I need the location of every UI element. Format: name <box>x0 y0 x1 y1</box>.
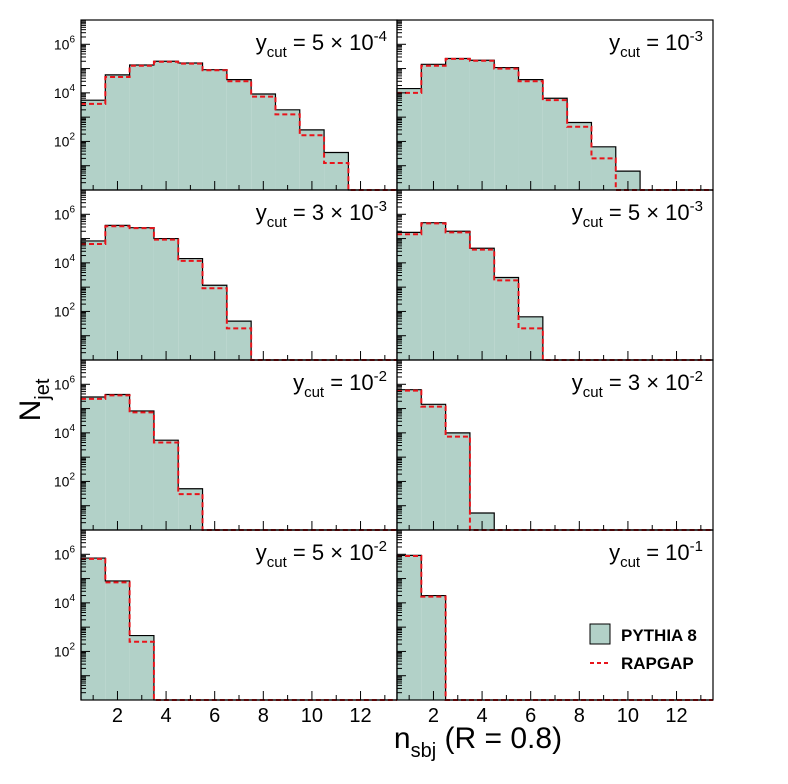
pythia-bar <box>615 171 641 190</box>
panel-2: ycut = 10-3 <box>396 19 714 191</box>
y-tick-label: 106 <box>54 544 76 562</box>
panel-7: 102 104 106 ycut = 5 × 10-2 2 4 6 8 10 12 <box>54 529 398 727</box>
panel-4: ycut = 5 × 10-3 <box>396 189 714 361</box>
x-tick-label: 4 <box>477 705 488 727</box>
panel-label: ycut = 3 × 10-2 <box>572 368 703 401</box>
panel-label: ycut = 10-3 <box>609 28 703 61</box>
y-tick-label: 106 <box>54 34 76 52</box>
pythia-bar <box>178 258 203 360</box>
legend: PYTHIA 8 RAPGAP <box>589 623 697 673</box>
x-tick-label: 8 <box>574 705 585 727</box>
pythia-bar <box>324 152 349 190</box>
x-tick-label: 2 <box>428 705 439 727</box>
pythia-bar <box>202 285 227 360</box>
pythia-bar <box>105 394 130 530</box>
pythia-bar <box>591 146 616 190</box>
pythia-bar <box>445 432 470 530</box>
pythia-bar <box>421 404 446 530</box>
y-tick-label: 102 <box>54 471 76 489</box>
pythia-bar <box>567 122 592 190</box>
y-axis-title: Njet <box>14 378 54 421</box>
pythia-bar <box>178 488 203 530</box>
x-tick-label: 12 <box>349 705 371 727</box>
y-tick-label: 106 <box>54 204 76 222</box>
pythia-bar <box>129 65 154 190</box>
pythia-bar <box>105 225 130 360</box>
rapgap-series-line <box>81 60 397 191</box>
pythia-bar <box>81 240 106 360</box>
rapgap-series-line <box>81 394 397 531</box>
pythia-bar <box>105 580 130 700</box>
pythia-bar <box>226 321 252 360</box>
legend-swatch-pythia <box>589 623 611 645</box>
pythia-bar <box>397 232 422 360</box>
pythia-bar <box>129 227 154 360</box>
pythia-bar <box>153 238 179 360</box>
pythia-bar <box>251 93 276 190</box>
pythia-bar <box>275 109 300 190</box>
panel-label: ycut = 3 × 10-3 <box>256 198 387 231</box>
panel-1: 102 104 106 ycut = 5 × 10-4 <box>54 19 398 191</box>
panel-8: ycut = 10-1 2 4 6 8 10 12 <box>396 529 714 727</box>
panel-6: ycut = 3 × 10-2 <box>396 359 714 531</box>
y-tick-label: 102 <box>54 641 76 659</box>
y-tick-label: 104 <box>54 253 76 271</box>
pythia-bar <box>153 440 179 530</box>
x-tick-label: 10 <box>301 705 323 727</box>
panel-label: ycut = 5 × 10-3 <box>572 198 703 231</box>
panel-label: ycut = 5 × 10-4 <box>256 28 387 61</box>
y-tick-label: 104 <box>54 593 76 611</box>
pythia-bar <box>81 396 106 530</box>
pythia-bar <box>494 277 519 360</box>
y-tick-label: 102 <box>54 131 76 149</box>
panel-label: ycut = 5 × 10-2 <box>256 538 387 571</box>
x-tick-label: 10 <box>617 705 639 727</box>
rapgap-series-line <box>397 57 713 191</box>
pythia-bar <box>129 410 154 530</box>
pythia-bar <box>105 74 130 190</box>
y-tick-label: 102 <box>54 301 76 319</box>
legend-label-rapgap: RAPGAP <box>621 654 694 673</box>
x-tick-label: 12 <box>665 705 687 727</box>
y-tick-label: 104 <box>54 423 76 441</box>
pythia-bar <box>153 61 179 191</box>
pythia-bar <box>397 88 422 190</box>
x-axis-title: nsbj (R = 0.8) <box>394 722 562 762</box>
pythia-bar <box>226 79 252 190</box>
x-tick-label: 2 <box>112 705 123 727</box>
panel-3: 102 104 106 ycut = 3 × 10-3 <box>54 189 398 361</box>
pythia-bar <box>421 222 446 360</box>
x-tick-label: 6 <box>209 705 220 727</box>
pythia-bar <box>469 248 495 360</box>
panel-5: 102 104 106 ycut = 10-2 <box>54 359 398 531</box>
pythia-bar <box>445 58 470 191</box>
panel-label: ycut = 10-2 <box>293 368 387 401</box>
pythia-bar <box>469 60 495 190</box>
x-tick-label: 4 <box>161 705 172 727</box>
y-tick-label: 104 <box>54 83 76 101</box>
pythia-bar <box>494 67 519 190</box>
pythia-bar <box>445 231 470 360</box>
panel-label: ycut = 10-1 <box>609 538 703 571</box>
pythia-bar <box>178 62 203 191</box>
pythia-bar <box>542 98 568 190</box>
pythia-bar <box>421 595 446 700</box>
pythia-bar <box>202 69 227 190</box>
pythia-bar <box>299 129 325 190</box>
y-tick-label: 106 <box>54 374 76 392</box>
x-tick-label: 6 <box>525 705 536 727</box>
x-tick-label: 8 <box>258 705 269 727</box>
pythia-bar <box>518 79 543 190</box>
legend-label-pythia: PYTHIA 8 <box>621 626 697 645</box>
pythia-series-line <box>396 57 713 191</box>
pythia-bar <box>421 64 446 190</box>
pythia-bar <box>129 635 154 700</box>
